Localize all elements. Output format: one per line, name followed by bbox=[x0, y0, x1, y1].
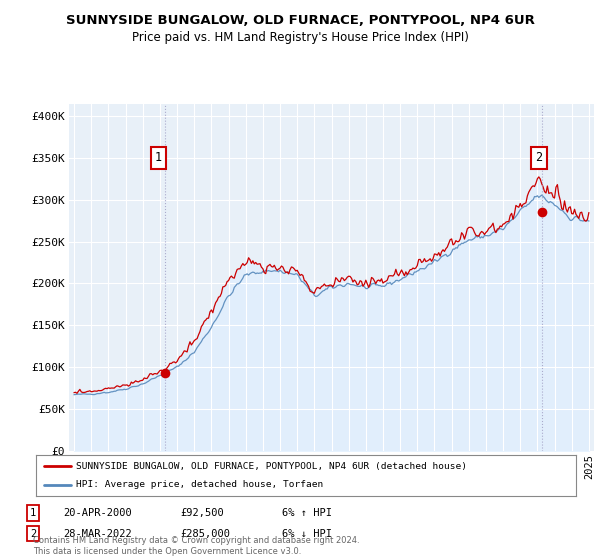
Text: 2: 2 bbox=[536, 152, 542, 165]
Text: 6% ↓ HPI: 6% ↓ HPI bbox=[282, 529, 332, 539]
Text: HPI: Average price, detached house, Torfaen: HPI: Average price, detached house, Torf… bbox=[77, 480, 324, 489]
Text: SUNNYSIDE BUNGALOW, OLD FURNACE, PONTYPOOL, NP4 6UR (detached house): SUNNYSIDE BUNGALOW, OLD FURNACE, PONTYPO… bbox=[77, 461, 467, 470]
Text: 20-APR-2000: 20-APR-2000 bbox=[63, 508, 132, 518]
Text: 28-MAR-2022: 28-MAR-2022 bbox=[63, 529, 132, 539]
Text: Contains HM Land Registry data © Crown copyright and database right 2024.
This d: Contains HM Land Registry data © Crown c… bbox=[33, 536, 359, 556]
Text: 1: 1 bbox=[155, 152, 162, 165]
Text: 2: 2 bbox=[30, 529, 36, 539]
Text: £285,000: £285,000 bbox=[180, 529, 230, 539]
Text: Price paid vs. HM Land Registry's House Price Index (HPI): Price paid vs. HM Land Registry's House … bbox=[131, 31, 469, 44]
Text: SUNNYSIDE BUNGALOW, OLD FURNACE, PONTYPOOL, NP4 6UR: SUNNYSIDE BUNGALOW, OLD FURNACE, PONTYPO… bbox=[65, 14, 535, 27]
Text: 6% ↑ HPI: 6% ↑ HPI bbox=[282, 508, 332, 518]
Text: 1: 1 bbox=[30, 508, 36, 518]
Text: £92,500: £92,500 bbox=[180, 508, 224, 518]
